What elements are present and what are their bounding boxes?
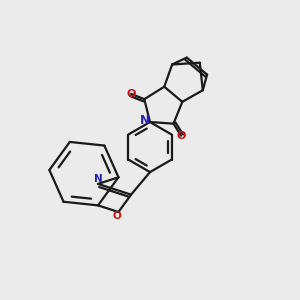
Text: N: N xyxy=(94,175,102,184)
Text: N: N xyxy=(140,114,150,127)
Text: O: O xyxy=(176,131,186,141)
Text: O: O xyxy=(112,211,122,220)
Text: O: O xyxy=(127,89,136,99)
